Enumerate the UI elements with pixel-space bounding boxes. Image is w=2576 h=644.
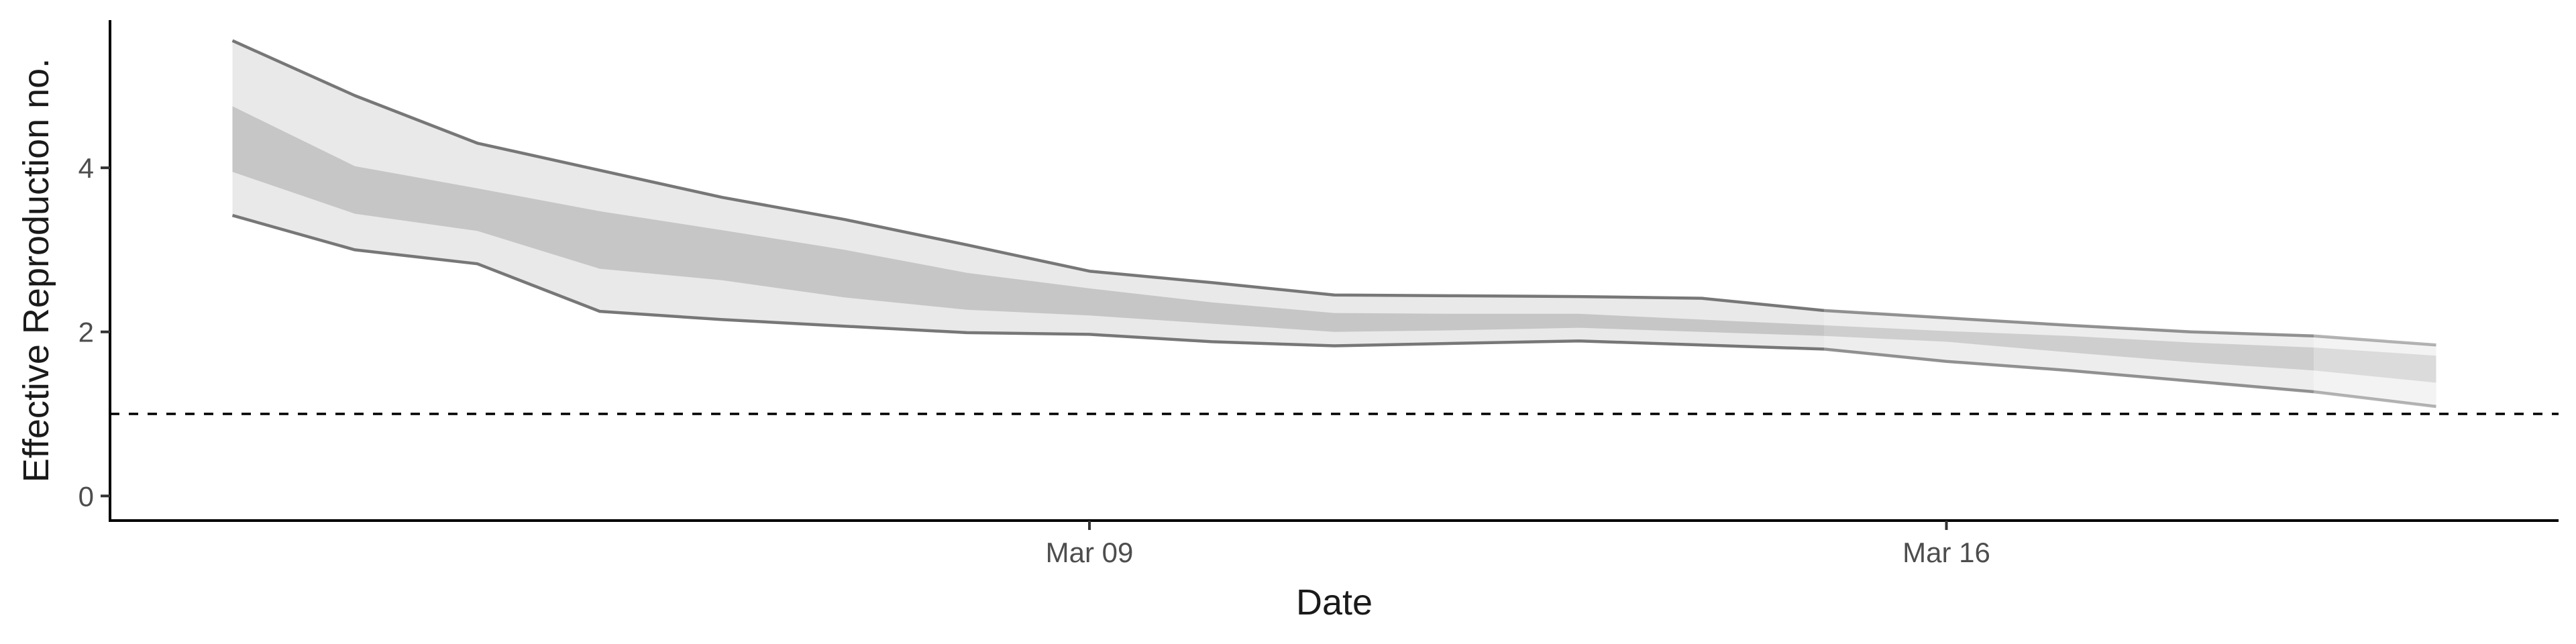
y-tick-label: 4 — [78, 152, 94, 184]
lower-90-line-segment-2 — [1823, 347, 2314, 394]
band-90-segment-1 — [232, 40, 1824, 350]
band-50-segment-1 — [232, 106, 1824, 336]
lower-90-line-segment-3 — [2313, 390, 2436, 409]
x-axis-ticks: Mar 09 Mar 16 — [1046, 521, 1990, 568]
y-tick-label: 0 — [78, 480, 94, 512]
x-tick-label: Mar 16 — [1902, 537, 1990, 568]
upper-90-line-segment-2 — [1823, 309, 2314, 338]
y-axis-title: Effective Reproduction no. — [16, 58, 56, 482]
upper-90-line-segment-3 — [2313, 334, 2436, 347]
upper-90-line-segment-1 — [231, 39, 1825, 313]
x-tick-label: Mar 09 — [1046, 537, 1134, 568]
interval-boundaries — [231, 39, 2436, 409]
interval-bands — [232, 40, 2436, 407]
band-50-segment-2 — [1824, 325, 2314, 371]
y-tick-label: 2 — [78, 317, 94, 348]
y-axis-ticks: 0 2 4 — [78, 152, 110, 512]
x-axis-title: Date — [1296, 582, 1373, 623]
lower-90-line-segment-1 — [231, 213, 1825, 351]
band-50-segment-3 — [2314, 347, 2436, 383]
